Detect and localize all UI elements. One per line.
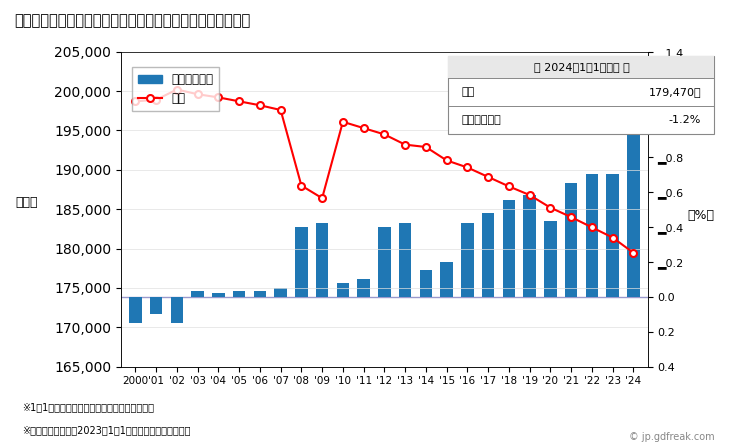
Bar	[544, 222, 556, 297]
Bar	[129, 297, 141, 323]
FancyBboxPatch shape	[448, 56, 714, 78]
Y-axis label: （%）: （%）	[687, 209, 714, 222]
Bar	[192, 291, 204, 297]
Bar	[295, 227, 308, 297]
Text: © jp.gdfreak.com: © jp.gdfreak.com	[629, 432, 714, 442]
Text: ※市区町村の場合は2023年1月1日時点の市区町村境界。: ※市区町村の場合は2023年1月1日時点の市区町村境界。	[22, 425, 190, 435]
Bar	[212, 293, 225, 297]
Bar	[627, 87, 639, 297]
Legend: 対前年増加率, 人口: 対前年増加率, 人口	[132, 67, 219, 111]
Text: 179,470人: 179,470人	[649, 87, 701, 97]
Bar	[399, 223, 411, 297]
Text: -1.2%: -1.2%	[668, 115, 701, 125]
FancyBboxPatch shape	[448, 56, 714, 134]
Bar	[502, 200, 515, 297]
Bar	[523, 195, 536, 297]
Text: 対前年増減率: 対前年増減率	[461, 115, 502, 125]
Bar	[171, 297, 183, 323]
Bar	[274, 288, 286, 297]
Bar	[461, 223, 474, 297]
Bar	[378, 227, 391, 297]
Bar	[357, 279, 370, 297]
Y-axis label: （人）: （人）	[15, 196, 37, 209]
Bar	[607, 174, 619, 297]
Bar	[150, 297, 163, 314]
Bar	[337, 283, 349, 297]
Text: ※1月1日時点の外国人を除く日本人住民人口。: ※1月1日時点の外国人を除く日本人住民人口。	[22, 403, 154, 413]
Bar	[440, 262, 453, 297]
Text: 人口: 人口	[461, 87, 475, 97]
Text: 【 2024年1月1日時点 】: 【 2024年1月1日時点 】	[534, 62, 629, 72]
Bar	[316, 223, 328, 297]
Bar	[254, 291, 266, 297]
Bar	[482, 213, 494, 297]
Bar	[420, 270, 432, 297]
Text: 鳥取市の人口の推移　（住民基本台帳ベース、日本人住民）: 鳥取市の人口の推移 （住民基本台帳ベース、日本人住民）	[15, 13, 251, 29]
Bar	[233, 291, 246, 297]
Bar	[565, 183, 577, 297]
Bar	[585, 174, 598, 297]
